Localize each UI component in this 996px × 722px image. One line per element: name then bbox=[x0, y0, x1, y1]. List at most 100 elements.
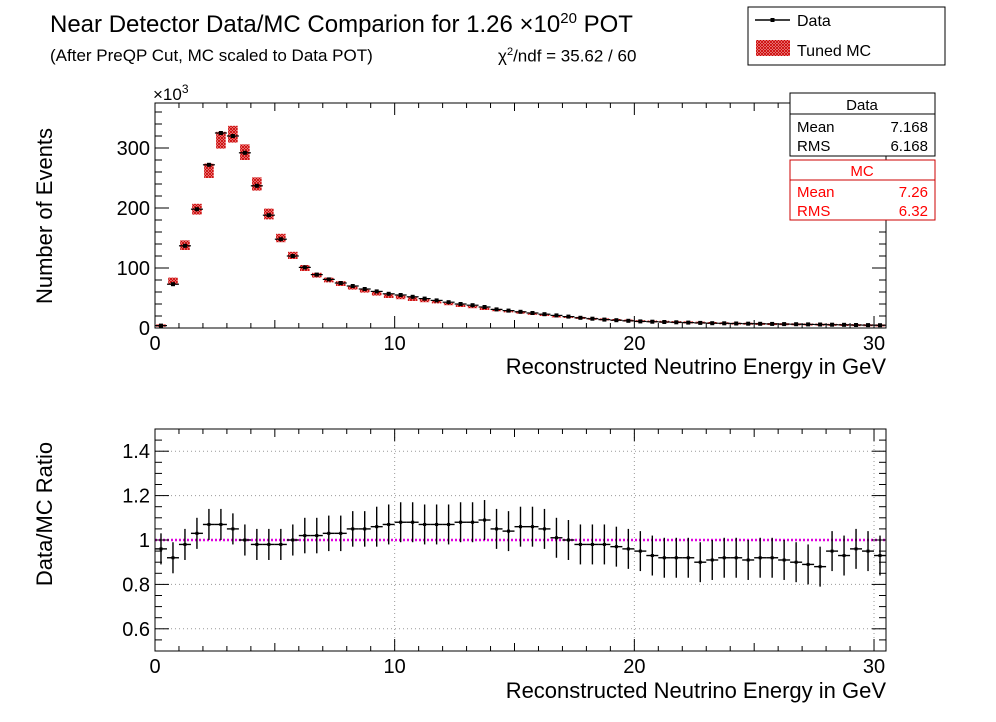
ratio-point bbox=[255, 542, 259, 546]
ratio-point bbox=[686, 556, 690, 560]
lower-xtick-label: 20 bbox=[623, 656, 645, 678]
data-point bbox=[866, 323, 871, 328]
data-point bbox=[770, 321, 775, 326]
stats-data-mean-value: 7.168 bbox=[890, 119, 928, 136]
ratio-point bbox=[459, 520, 463, 524]
data-point bbox=[674, 320, 679, 325]
upper-xlabel: Reconstructed Neutrino Energy in GeV bbox=[506, 354, 887, 379]
ratio-point bbox=[782, 558, 786, 562]
data-point bbox=[758, 321, 763, 326]
data-point bbox=[350, 284, 355, 288]
data-point bbox=[878, 323, 883, 328]
lower-grid bbox=[155, 429, 886, 651]
stats-data-rms-value: 6.168 bbox=[890, 138, 928, 155]
data-point bbox=[590, 316, 595, 321]
data-point bbox=[722, 321, 727, 326]
upper-xtick-label: 10 bbox=[384, 333, 406, 355]
ratio-point bbox=[423, 522, 427, 526]
data-point bbox=[530, 311, 535, 315]
ratio-point bbox=[435, 522, 439, 526]
ratio-point bbox=[878, 554, 882, 558]
ratio-point bbox=[171, 556, 175, 560]
ratio-point bbox=[291, 538, 295, 542]
data-point bbox=[746, 321, 751, 326]
stats-mc-mean-label: Mean bbox=[797, 184, 835, 201]
ratio-point bbox=[758, 556, 762, 560]
data-point bbox=[182, 243, 187, 248]
lower-plot-area bbox=[155, 500, 886, 587]
ratio-point bbox=[327, 531, 331, 535]
data-point bbox=[254, 183, 259, 188]
data-point bbox=[578, 315, 583, 320]
data-point bbox=[398, 293, 403, 297]
chi2-value: /ndf = 35.62 / 60 bbox=[513, 46, 637, 66]
stats-data-mean-label: Mean bbox=[797, 119, 835, 136]
data-point bbox=[542, 312, 547, 317]
ratio-point bbox=[542, 527, 546, 531]
stats-box-mc: MC Mean 7.26 RMS 6.32 bbox=[789, 159, 936, 221]
ratio-point bbox=[806, 562, 810, 566]
ratio-point bbox=[399, 520, 403, 524]
mc-band-bin bbox=[407, 297, 418, 301]
ratio-point bbox=[650, 554, 654, 558]
mc-band-bin bbox=[383, 294, 394, 298]
data-point bbox=[818, 322, 823, 327]
data-point bbox=[686, 320, 691, 325]
data-point bbox=[266, 213, 271, 218]
stats-mc-rms-value: 6.32 bbox=[899, 203, 928, 220]
mc-band-bin bbox=[395, 295, 406, 300]
data-point bbox=[518, 309, 523, 314]
title-exponent: 20 bbox=[560, 10, 577, 27]
ratio-point bbox=[722, 556, 726, 560]
data-point bbox=[314, 272, 319, 277]
data-point bbox=[782, 322, 787, 327]
legend-mc-swatch bbox=[756, 40, 790, 56]
ratio-point bbox=[279, 542, 283, 546]
data-point bbox=[554, 313, 559, 318]
ratio-point bbox=[854, 547, 858, 551]
data-point bbox=[278, 237, 283, 242]
data-point bbox=[158, 323, 163, 328]
stats-mc-mean-value: 7.26 bbox=[899, 184, 928, 201]
ratio-point bbox=[578, 542, 582, 546]
y-multiplier-exp: 3 bbox=[182, 82, 189, 96]
stats-data-frame bbox=[789, 92, 936, 157]
chi2-exponent: 2 bbox=[506, 46, 514, 58]
data-point bbox=[710, 321, 715, 326]
ratio-point bbox=[519, 525, 522, 529]
ratio-point bbox=[530, 525, 534, 529]
data-point bbox=[494, 307, 499, 312]
data-point bbox=[206, 162, 211, 167]
chi2-label: χ2/ndf = 35.62 / 60 bbox=[498, 46, 636, 67]
ratio-point bbox=[483, 518, 487, 522]
chart-subtitle: (After PreQP Cut, MC scaled to Data POT) bbox=[50, 46, 373, 65]
data-point bbox=[242, 150, 247, 155]
mc-band-bin bbox=[168, 277, 178, 285]
ratio-point bbox=[303, 534, 307, 538]
data-point bbox=[854, 323, 859, 327]
ratio-point bbox=[183, 542, 187, 546]
lower-xtick-label: 30 bbox=[863, 656, 885, 678]
data-point bbox=[446, 300, 451, 305]
ratio-point bbox=[363, 527, 367, 531]
data-point bbox=[290, 254, 295, 258]
stats-data-title: Data bbox=[846, 97, 878, 114]
ratio-point bbox=[866, 549, 870, 553]
data-point bbox=[830, 322, 835, 327]
data-point bbox=[626, 318, 631, 323]
mc-band-bin bbox=[216, 131, 226, 149]
y-multiplier: ×103 bbox=[153, 82, 189, 104]
ratio-point bbox=[471, 520, 475, 524]
ratio-point bbox=[207, 522, 211, 526]
ratio-point bbox=[495, 527, 499, 531]
ratio-point bbox=[794, 560, 798, 564]
ratio-point bbox=[554, 536, 558, 540]
stats-data-rms-label: RMS bbox=[797, 138, 830, 155]
ratio-point bbox=[626, 547, 630, 551]
lower-axes: 0 10 20 30 0.6 0.8 1 1.2 1.4 bbox=[122, 428, 886, 678]
ratio-point bbox=[662, 556, 666, 560]
data-point bbox=[566, 314, 571, 319]
ratio-point bbox=[842, 554, 846, 558]
